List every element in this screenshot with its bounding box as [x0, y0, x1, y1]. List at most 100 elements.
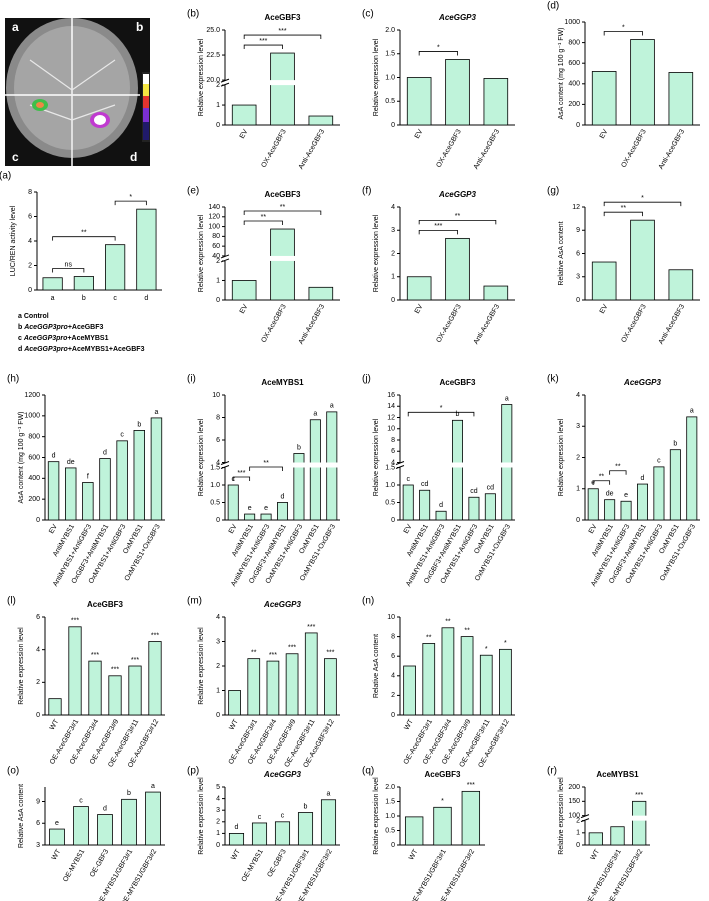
value-label: *	[504, 640, 507, 647]
bar	[49, 828, 65, 846]
y-tick-label: 1.0	[385, 482, 395, 489]
bar	[88, 660, 102, 716]
value-label: e	[248, 505, 252, 512]
value-label: d	[103, 449, 107, 456]
bar	[304, 632, 318, 716]
bar	[309, 419, 321, 521]
bar	[630, 219, 655, 301]
luciferase-image: a b c d	[5, 18, 150, 166]
bar	[403, 665, 416, 716]
significance-label: **	[599, 474, 605, 481]
value-label: a	[327, 791, 331, 798]
bar	[65, 467, 77, 521]
significance-label: ns	[65, 261, 73, 268]
x-tick-label: Anti-AceGBF3	[473, 303, 501, 345]
y-tick-label: 0	[36, 517, 40, 524]
value-label: de	[67, 459, 75, 466]
value-label: cd	[487, 485, 495, 492]
value-label: d	[439, 502, 443, 509]
value-label: de	[606, 491, 614, 498]
significance-label: ***	[237, 470, 245, 477]
bar	[116, 440, 128, 521]
bar	[266, 660, 280, 716]
legend-text: Control	[24, 313, 49, 320]
panel-label: (k)	[547, 374, 559, 385]
value-label: ***	[131, 657, 139, 664]
value-label: a	[330, 403, 334, 410]
y-tick-label: 40	[212, 253, 220, 260]
y-tick-label: 8	[391, 437, 395, 444]
legend-key: c	[18, 335, 22, 342]
panel-label: (m)	[187, 596, 202, 607]
value-label: c	[406, 476, 410, 483]
y-tick-label: 0	[576, 517, 580, 524]
bar	[228, 833, 245, 846]
y-tick-label: 1.5	[210, 464, 220, 471]
x-tick-label: EV	[239, 303, 250, 315]
y-tick-label: 1	[576, 486, 580, 493]
bar	[483, 285, 509, 301]
x-tick-label: EV	[414, 303, 425, 315]
bar	[73, 806, 89, 846]
bar	[435, 510, 447, 521]
significance-label: **	[261, 214, 267, 221]
value-label: a	[151, 783, 155, 790]
x-tick-label: Anti-AceGBF3	[298, 128, 326, 170]
y-tick-label: 1	[216, 830, 220, 837]
axis-break-mark	[395, 461, 405, 469]
y-tick-label: 0	[576, 842, 580, 849]
bar	[433, 806, 452, 846]
panel-title: AceGBF3	[424, 770, 461, 779]
bar	[105, 244, 126, 291]
value-label: ***	[288, 645, 296, 652]
bar	[445, 59, 470, 126]
y-tick-label: 400	[28, 475, 40, 482]
image-label: c	[12, 150, 19, 164]
x-tick-label: WT	[228, 718, 240, 732]
bar	[285, 653, 299, 716]
value-label: ***	[307, 624, 315, 631]
value-label: f	[87, 473, 89, 480]
bar	[42, 277, 63, 291]
y-tick-label: 0	[391, 712, 395, 719]
value-label: a	[313, 411, 317, 418]
y-axis-label: Relative AsA content	[18, 784, 25, 848]
image-label: d	[130, 150, 137, 164]
y-tick-label: 1.5	[385, 464, 395, 471]
significance-bracket	[243, 220, 283, 226]
y-tick-label: 3	[216, 807, 220, 814]
y-tick-label: 2	[391, 250, 395, 257]
bar	[499, 648, 512, 716]
bar	[591, 71, 617, 126]
x-tick-label: Anti-AceGBF3	[658, 128, 686, 170]
significance-bracket	[603, 31, 643, 36]
bar	[484, 493, 496, 521]
value-label: c	[657, 458, 661, 465]
significance-bracket	[232, 476, 251, 481]
y-axis-label: Relative expression level	[198, 627, 205, 705]
y-tick-label: 0	[391, 842, 395, 849]
legend-italic: AceGGP3pro	[23, 324, 68, 331]
bar	[669, 449, 681, 521]
panel-title: AceMYBS1	[596, 770, 639, 779]
x-tick-label: d	[144, 295, 148, 302]
x-tick-label: EV	[599, 303, 610, 315]
axis-break	[586, 815, 651, 821]
panel-label: (f)	[362, 186, 371, 197]
y-axis-label: Relative expression level	[198, 418, 205, 496]
y-tick-label: 200	[28, 496, 40, 503]
y-tick-label: 6	[28, 213, 32, 220]
panel-title: AceGBF3	[264, 190, 301, 199]
y-tick-label: 1.0	[210, 482, 220, 489]
y-tick-label: 12	[387, 414, 395, 421]
bar	[148, 641, 162, 716]
value-label: cd	[470, 488, 478, 495]
y-tick-label: 2	[36, 679, 40, 686]
value-label: e	[264, 505, 268, 512]
y-tick-label: 4	[216, 614, 220, 621]
significance-bracket	[52, 236, 116, 241]
y-tick-label: 1.0	[385, 74, 395, 81]
value-label: ***	[467, 782, 475, 789]
panel-label: (e)	[187, 186, 199, 197]
axis-break-mark	[580, 814, 590, 823]
